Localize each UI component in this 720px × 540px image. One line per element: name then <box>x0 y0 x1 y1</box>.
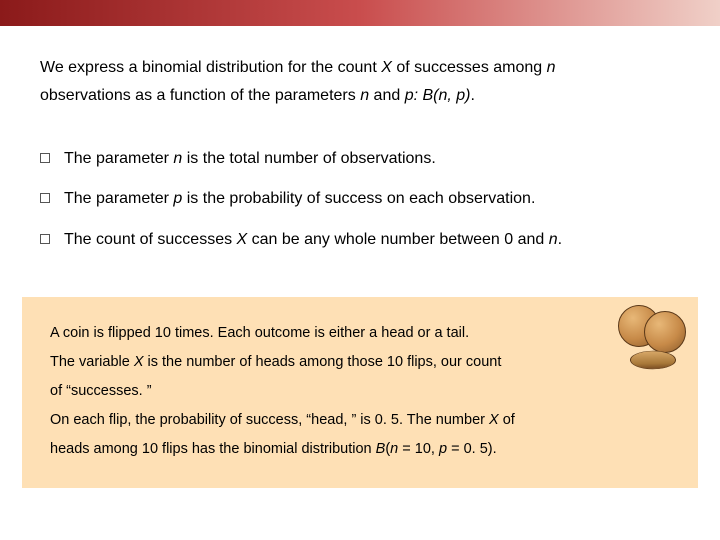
bullet-label: The parameter <box>64 190 173 207</box>
example-paragraph: A coin is flipped 10 times. Each outcome… <box>50 319 670 464</box>
coin-illustration <box>618 305 690 377</box>
intro-var-n: n <box>547 59 556 76</box>
header-accent-bar <box>0 0 720 26</box>
example-line: On each flip, the probability of success… <box>50 412 489 428</box>
example-line: heads among 10 flips has the binomial di… <box>50 441 376 457</box>
bullet-marker-icon <box>40 193 50 203</box>
intro-text: . <box>471 87 475 104</box>
intro-text: of successes among <box>392 59 547 76</box>
bullet-label: is the probability of success on each ob… <box>182 190 535 207</box>
intro-var-n: n <box>360 87 369 104</box>
bullet-label: is the total number of observations. <box>182 150 435 167</box>
coin-icon <box>644 311 686 353</box>
bullet-marker-icon <box>40 234 50 244</box>
example-line: of “successes. ” <box>50 383 152 399</box>
example-line: is the number of heads among those 10 fl… <box>144 354 502 370</box>
example-var: X <box>489 412 499 428</box>
example-line: = 0. 5). <box>447 441 497 457</box>
bullet-text: The parameter p is the probability of su… <box>64 188 535 210</box>
bullet-label: The parameter <box>64 150 173 167</box>
intro-text: We express a binomial distribution for t… <box>40 59 381 76</box>
coin-edge-icon <box>628 350 677 370</box>
bullet-text: The parameter n is the total number of o… <box>64 148 436 170</box>
example-line: A coin is flipped 10 times. Each outcome… <box>50 325 469 341</box>
bullet-label: . <box>558 231 562 248</box>
intro-paragraph: We express a binomial distribution for t… <box>0 26 720 128</box>
intro-text: observations as a function of the parame… <box>40 87 360 104</box>
example-line: of <box>499 412 515 428</box>
example-var: p <box>439 441 447 457</box>
bullet-label: can be any whole number between 0 and <box>247 231 549 248</box>
bullet-var: n <box>173 150 182 167</box>
example-callout: A coin is flipped 10 times. Each outcome… <box>22 297 698 488</box>
intro-formula: p: B(n, p) <box>405 87 471 104</box>
example-line: = 10, <box>398 441 439 457</box>
bullet-label: The count of successes <box>64 231 237 248</box>
intro-var-x: X <box>381 59 392 76</box>
bullet-marker-icon <box>40 153 50 163</box>
list-item: The count of successes X can be any whol… <box>40 229 680 251</box>
bullet-list: The parameter n is the total number of o… <box>0 128 720 279</box>
example-var: X <box>134 354 144 370</box>
intro-text: and <box>369 87 405 104</box>
list-item: The parameter n is the total number of o… <box>40 148 680 170</box>
list-item: The parameter p is the probability of su… <box>40 188 680 210</box>
example-var: B <box>376 441 386 457</box>
bullet-var: p <box>173 190 182 207</box>
bullet-var: X <box>237 231 248 248</box>
example-line: The variable <box>50 354 134 370</box>
bullet-var: n <box>549 231 558 248</box>
bullet-text: The count of successes X can be any whol… <box>64 229 562 251</box>
